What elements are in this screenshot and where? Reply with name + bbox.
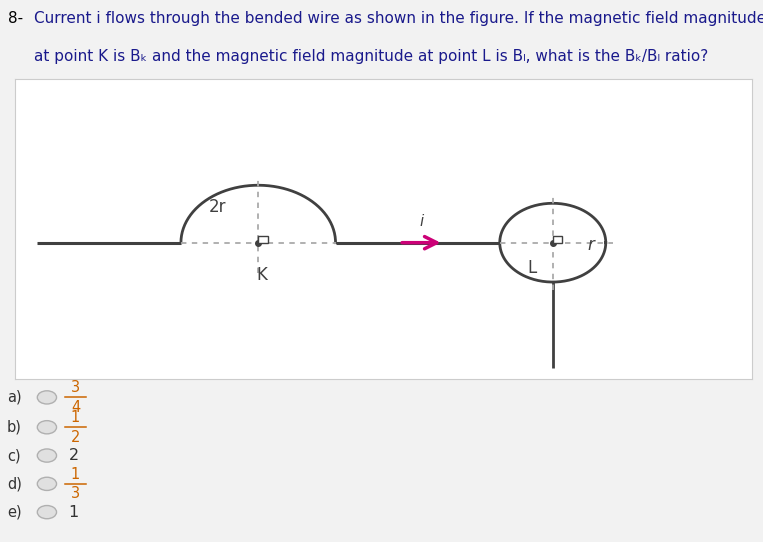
Text: r: r <box>588 236 594 254</box>
Text: e): e) <box>7 505 21 520</box>
Text: K: K <box>256 266 267 283</box>
Text: 4: 4 <box>71 399 80 415</box>
Text: at point K is Bₖ and the magnetic field magnitude at point L is Bₗ, what is the : at point K is Bₖ and the magnetic field … <box>34 49 709 64</box>
Bar <box>552 236 562 243</box>
Text: c): c) <box>7 448 21 463</box>
Text: 8-: 8- <box>8 11 23 27</box>
Text: 2: 2 <box>69 448 79 463</box>
Text: 3: 3 <box>71 486 80 501</box>
Bar <box>258 236 268 243</box>
Text: a): a) <box>7 390 21 405</box>
Circle shape <box>37 449 56 462</box>
Circle shape <box>37 391 56 404</box>
Text: 1: 1 <box>69 505 79 520</box>
Text: Current i flows through the bended wire as shown in the figure. If the magnetic : Current i flows through the bended wire … <box>34 11 763 27</box>
Text: i: i <box>419 215 423 229</box>
Text: b): b) <box>7 420 21 435</box>
Text: L: L <box>527 259 536 277</box>
Text: 2: 2 <box>71 429 80 444</box>
Text: 1: 1 <box>71 467 80 482</box>
Text: 1: 1 <box>71 410 80 425</box>
Circle shape <box>37 421 56 434</box>
Text: 3: 3 <box>71 380 80 395</box>
Circle shape <box>37 478 56 491</box>
Circle shape <box>37 506 56 519</box>
Text: 2r: 2r <box>209 198 227 216</box>
Text: d): d) <box>7 476 21 492</box>
